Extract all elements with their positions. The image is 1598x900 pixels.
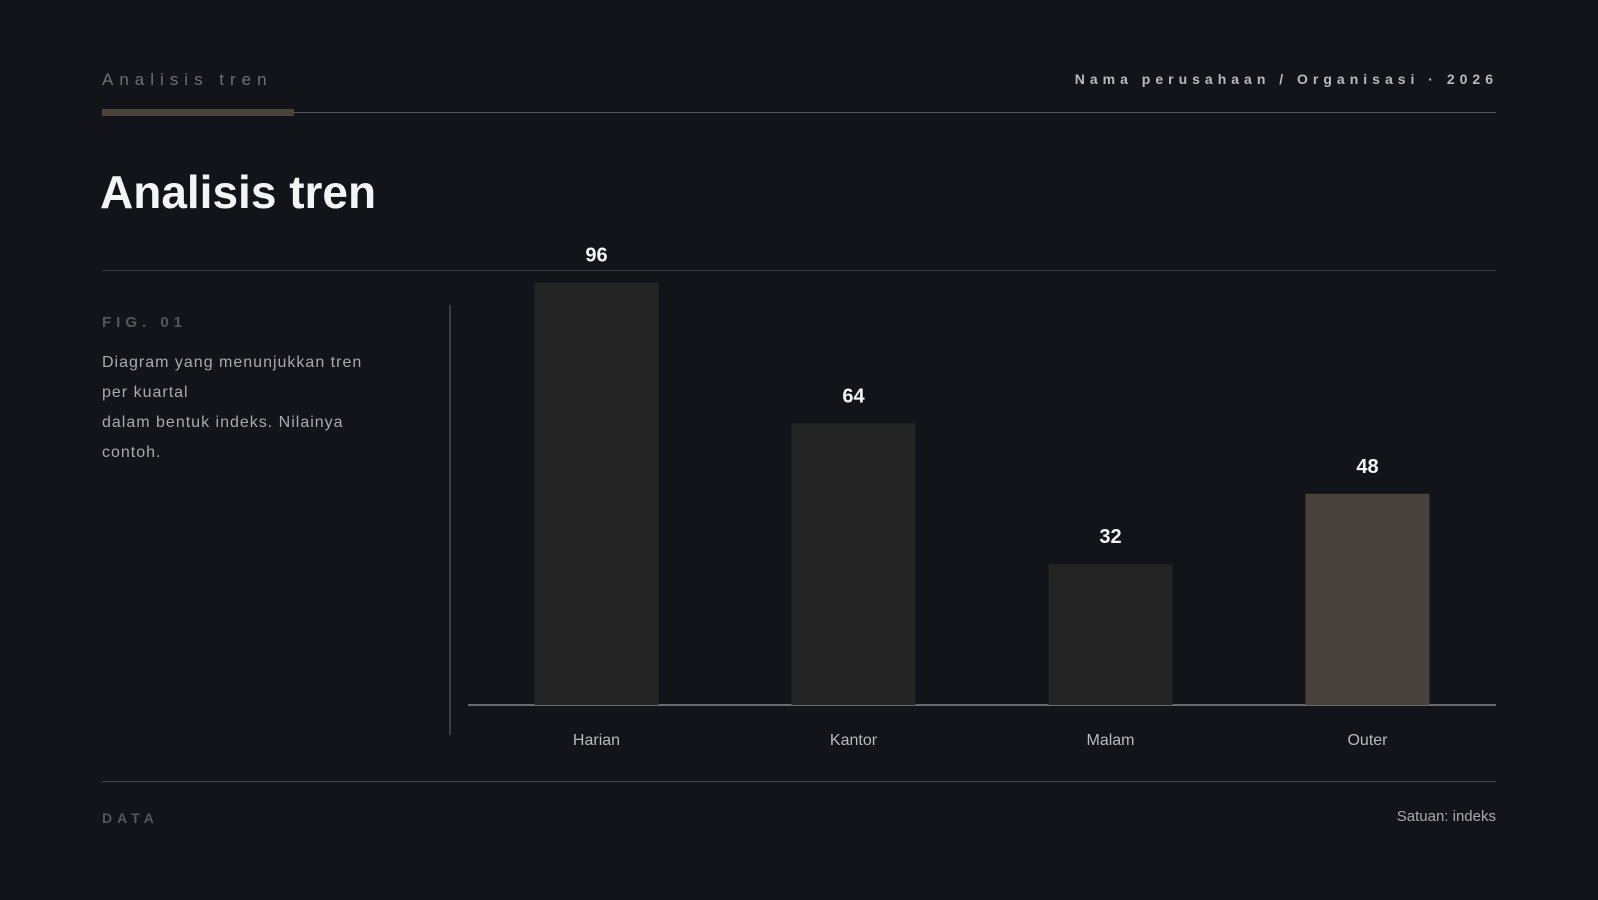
category-label: Malam bbox=[1086, 732, 1134, 749]
figure-description: Diagram yang menunjukkan tren per kuarta… bbox=[102, 348, 392, 468]
bar-outer bbox=[1305, 493, 1430, 705]
organization-label: Nama perusahaan / Organisasi · 2026 bbox=[1074, 71, 1498, 87]
bar-value-label: 32 bbox=[1099, 526, 1121, 548]
accent-bar bbox=[102, 109, 294, 116]
footer-label: DATA bbox=[102, 810, 159, 826]
category-label: Kantor bbox=[830, 732, 878, 749]
figure-description-line: per kuartal bbox=[102, 384, 189, 401]
figure-description-line: contoh. bbox=[102, 444, 162, 461]
figure-label: FIG. 01 bbox=[102, 314, 188, 331]
figure-description-line: Diagram yang menunjukkan tren bbox=[102, 354, 363, 371]
bar-value-label: 48 bbox=[1356, 456, 1378, 478]
header-divider bbox=[102, 112, 1496, 113]
bar-value-label: 96 bbox=[585, 245, 607, 267]
page-title: Analisis tren bbox=[100, 166, 377, 218]
category-label: Outer bbox=[1347, 732, 1388, 749]
unit-label: Satuan: indeks bbox=[1396, 808, 1496, 825]
figure-divider bbox=[449, 305, 451, 735]
figure-description-line: dalam bentuk indeks. Nilainya bbox=[102, 414, 344, 431]
bar-harian bbox=[534, 282, 659, 705]
bar-value-label: 64 bbox=[842, 385, 865, 407]
category-label: Harian bbox=[573, 732, 620, 749]
eyebrow-label: Analisis tren bbox=[102, 70, 273, 89]
footer-divider bbox=[102, 781, 1496, 782]
bar-malam bbox=[1048, 564, 1173, 705]
title-divider bbox=[102, 270, 1496, 271]
bar-kantor bbox=[791, 423, 916, 705]
